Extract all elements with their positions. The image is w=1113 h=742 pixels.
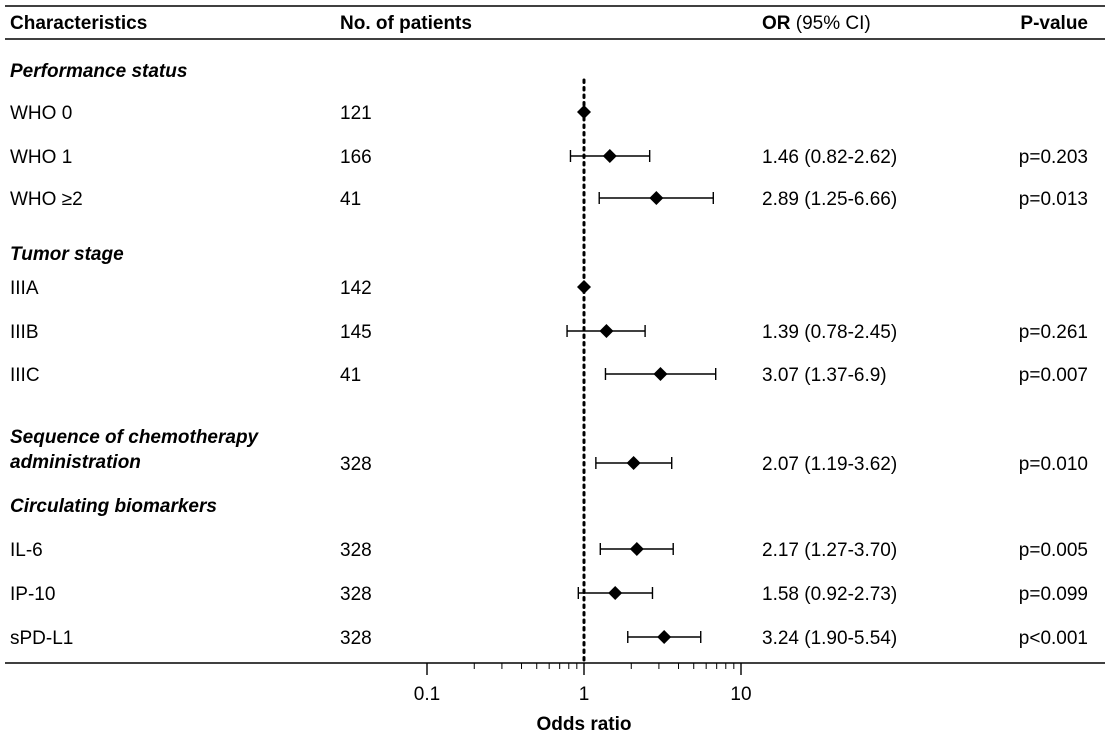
row-p-il-6: p=0.005 [1019, 540, 1088, 561]
or-marker-who-2 [649, 191, 664, 205]
row-label-iiic: IIIC [10, 365, 40, 386]
or-marker-iiib [599, 324, 614, 338]
row-label-spd-l1: sPD-L1 [10, 628, 73, 649]
row-label-ip-10: IP-10 [10, 584, 55, 605]
row-or-spd-l1: 3.24 (1.90-5.54) [762, 628, 897, 649]
x-axis-label: Odds ratio [536, 714, 631, 735]
row-or-sequence-of-chemotherapy: 2.07 (1.19-3.62) [762, 454, 897, 475]
row-p-who-2: p=0.013 [1019, 189, 1088, 210]
row-or-ip-10: 1.58 (0.92-2.73) [762, 584, 897, 605]
header-or-bold: OR [762, 13, 791, 34]
header-patients: No. of patients [340, 13, 472, 34]
or-marker-who-0 [577, 105, 591, 119]
row-or-iiib: 1.39 (0.78-2.45) [762, 322, 897, 343]
row-n-il-6: 328 [340, 540, 372, 561]
row-p-who-1: p=0.203 [1019, 147, 1088, 168]
header-or: OR (95% CI) [762, 13, 871, 34]
section-label-performance-status: Performance status [10, 61, 187, 82]
row-label-who-1: WHO 1 [10, 147, 72, 168]
row-p-iiic: p=0.007 [1019, 365, 1088, 386]
tick-label-10: 10 [730, 684, 751, 705]
row-n-ip-10: 328 [340, 584, 372, 605]
or-marker-ip-10 [608, 586, 623, 600]
header-pvalue: P-value [1020, 13, 1088, 34]
row-p-sequence-of-chemotherapy: p=0.010 [1019, 454, 1088, 475]
row-or-il-6: 2.17 (1.27-3.70) [762, 540, 897, 561]
row-n-who-2: 41 [340, 189, 361, 210]
row-n-sequence-of-chemotherapy: 328 [340, 454, 372, 475]
or-marker-iiic [653, 367, 668, 381]
row-or-who-2: 2.89 (1.25-6.66) [762, 189, 897, 210]
row-n-who-0: 121 [340, 103, 372, 124]
or-marker-iiia [577, 280, 591, 294]
section-label-sequence-of-chemotherapy-line2: administration [10, 452, 141, 473]
or-marker-spd-l1 [657, 630, 672, 644]
row-or-iiic: 3.07 (1.37-6.9) [762, 365, 887, 386]
section-label-tumor-stage: Tumor stage [10, 244, 124, 265]
row-p-ip-10: p=0.099 [1019, 584, 1088, 605]
or-marker-who-1 [602, 149, 617, 163]
row-label-iiia: IIIA [10, 278, 39, 299]
row-p-iiib: p=0.261 [1019, 322, 1088, 343]
row-n-who-1: 166 [340, 147, 372, 168]
header-characteristics: Characteristics [10, 13, 147, 34]
row-n-spd-l1: 328 [340, 628, 372, 649]
row-label-iiib: IIIB [10, 322, 39, 343]
row-label-il-6: IL-6 [10, 540, 43, 561]
row-p-spd-l1: p<0.001 [1019, 628, 1088, 649]
row-or-who-1: 1.46 (0.82-2.62) [762, 147, 897, 168]
section-label-circulating-biomarkers: Circulating biomarkers [10, 496, 217, 517]
row-label-who-2: WHO ≥2 [10, 189, 83, 210]
tick-label-0.1: 0.1 [414, 684, 440, 705]
or-marker-sequence-of-chemotherapy [626, 456, 641, 470]
section-label-sequence-of-chemotherapy: Sequence of chemotherapy [10, 427, 260, 448]
row-n-iiia: 142 [340, 278, 372, 299]
tick-label-1: 1 [579, 684, 590, 705]
header-or-ci: (95% CI) [791, 13, 871, 34]
row-label-who-0: WHO 0 [10, 103, 72, 124]
or-marker-il-6 [629, 542, 644, 556]
row-n-iiic: 41 [340, 365, 361, 386]
row-n-iiib: 145 [340, 322, 372, 343]
